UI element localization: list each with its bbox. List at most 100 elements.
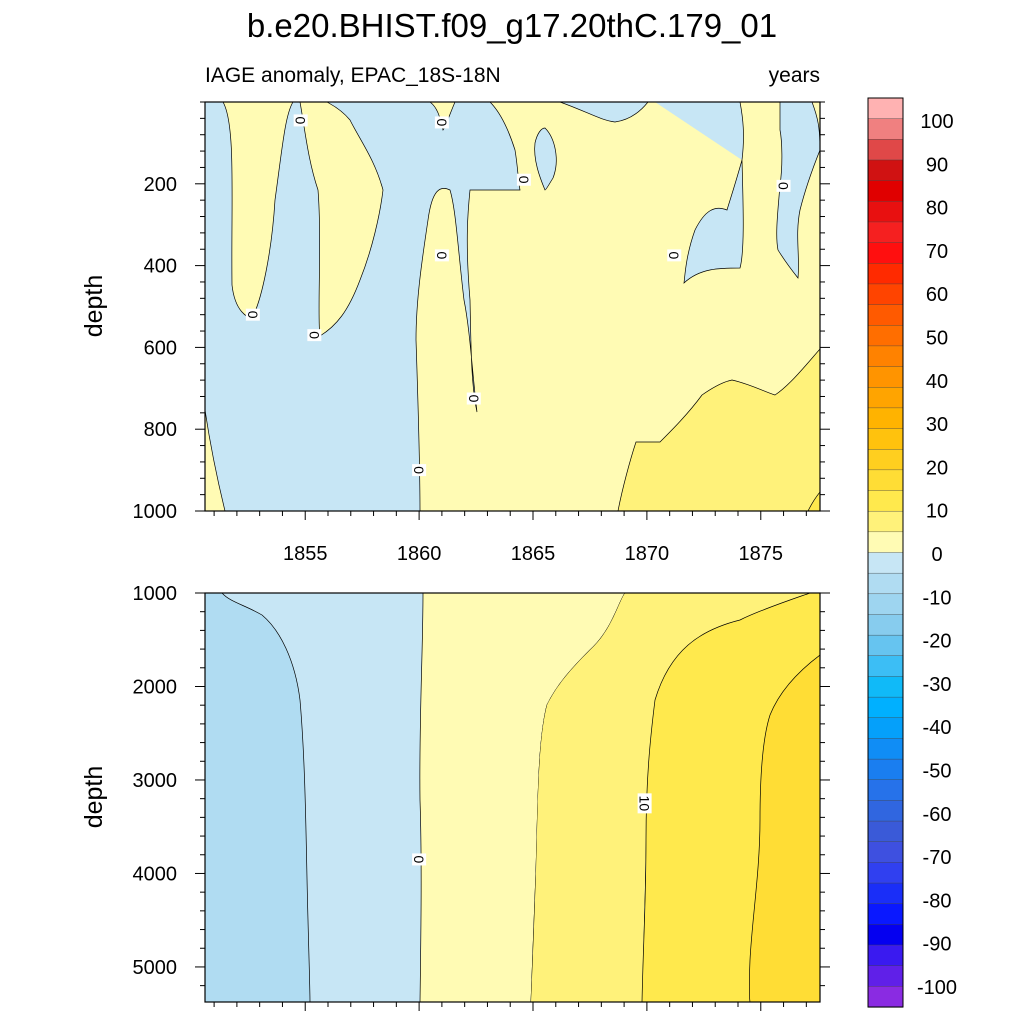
- colorbar-label: -10: [923, 587, 952, 609]
- y-tick-label: 5000: [133, 957, 178, 979]
- contour-label-bg: [434, 116, 449, 129]
- colorbar-swatch: [867, 159, 904, 182]
- colorbar-label: 100: [920, 111, 953, 133]
- colorbar-swatch: [867, 820, 904, 843]
- colorbar-swatch: [867, 572, 904, 595]
- colorbar-swatch: [867, 387, 904, 409]
- colorbar-swatch: [867, 986, 904, 1008]
- colorbar-label: -60: [923, 804, 952, 826]
- colorbar-label: 50: [926, 328, 948, 350]
- top-panel-frame: [204, 101, 821, 512]
- y-tick-label: 400: [144, 256, 177, 278]
- contour-label: 0: [666, 251, 682, 259]
- contour-label-bg: [776, 179, 791, 192]
- y-tick-label: 1000: [133, 583, 178, 605]
- contour-label-bg: [434, 249, 449, 262]
- top-fill-positive-10: [617, 348, 820, 511]
- colorbar-label: -90: [923, 934, 952, 956]
- colorbar-swatch: [867, 634, 904, 657]
- contour-label: 0: [516, 176, 532, 184]
- contour-label: 0: [293, 117, 309, 125]
- colorbar-label: -50: [923, 761, 952, 783]
- colorbar-swatch: [867, 841, 904, 863]
- bot-fill-plus10-b: [531, 593, 810, 1002]
- colorbar-label: -80: [923, 890, 952, 912]
- colorbar-swatch: [867, 800, 904, 822]
- colorbar-swatch: [867, 676, 904, 698]
- colorbar-label: 20: [926, 457, 948, 479]
- y-tick-label: 600: [144, 337, 177, 359]
- colorbar-swatch: [867, 510, 904, 533]
- x-tick-label: 1865: [511, 543, 556, 565]
- y-tick-label: 1000: [133, 501, 178, 523]
- colorbar-swatch: [867, 552, 904, 574]
- colorbar-labels: 1009080706050403020100-10-20-30-40-50-60…: [917, 111, 957, 999]
- bottom-ylabel: depth: [80, 766, 108, 829]
- colorbar-swatch: [867, 965, 904, 987]
- contour-label: 0: [411, 466, 427, 474]
- x-tick-label: 1860: [397, 543, 442, 565]
- colorbar-swatch: [867, 717, 904, 740]
- colorbar-label: 10: [926, 501, 948, 523]
- top-fill-east-pocket: [655, 102, 744, 284]
- colorbar-label: 40: [926, 371, 948, 393]
- chart-title: b.e20.BHIST.f09_g17.20thC.179_01: [247, 7, 777, 44]
- contour-label-bg: [412, 464, 427, 477]
- colorbar-label: 70: [926, 241, 948, 263]
- colorbar-swatch: [867, 139, 904, 161]
- colorbar-swatch: [867, 366, 904, 388]
- colorbar-swatch: [867, 531, 904, 554]
- colorbar-swatch: [867, 593, 904, 616]
- right-subtitle: years: [769, 64, 820, 87]
- bot-fill-plus30: [748, 654, 820, 1002]
- y-tick-label: 2000: [133, 676, 178, 698]
- colorbar-swatch: [867, 882, 904, 905]
- contour-label: 0: [434, 119, 450, 127]
- x-tick-label: 1875: [739, 543, 784, 565]
- colorbar-frame: [867, 97, 904, 1008]
- colorbar-swatch: [867, 779, 904, 802]
- colorbar-swatch: [867, 221, 904, 244]
- colorbar-label: -20: [923, 631, 952, 653]
- colorbar-label: 60: [926, 284, 948, 306]
- bottom-panel: 1000 2000 3000 4000 5000 10 0 depth: [80, 583, 830, 1011]
- contour-label: 0: [776, 182, 792, 190]
- bottom-panel-y-labels: 1000 2000 3000 4000 5000: [133, 583, 178, 979]
- colorbar-swatch: [867, 903, 904, 925]
- x-tick-label: 1870: [625, 543, 670, 565]
- top-fill-negative: [205, 102, 521, 511]
- contour-label: 0: [245, 311, 261, 319]
- colorbar-swatch: [867, 655, 904, 678]
- colorbar-swatch: [867, 325, 904, 347]
- bottom-panel-frame: [204, 592, 821, 1003]
- y-tick-label: 200: [144, 174, 177, 196]
- top-ylabel: depth: [80, 275, 108, 338]
- colorbar-swatch: [867, 924, 904, 946]
- colorbar-swatch: [867, 469, 904, 492]
- contour-label-bg: [293, 114, 308, 127]
- colorbar-swatch: [867, 242, 904, 264]
- contour-label: 0: [306, 331, 322, 339]
- contour-label: 0: [434, 251, 450, 259]
- colorbar-swatch: [867, 345, 904, 368]
- bottom-contour-labels: 10 0: [411, 793, 653, 866]
- colorbar-label: -100: [917, 977, 957, 999]
- contour-label: 0: [466, 395, 482, 403]
- colorbar-label: -70: [923, 847, 952, 869]
- colorbar-swatch: [867, 407, 904, 430]
- colorbar-swatch: [867, 428, 904, 450]
- colorbar-swatch: [867, 283, 904, 306]
- top-fill-positive-20: [807, 491, 820, 511]
- colorbar-swatch: [867, 263, 904, 285]
- contour-label-bg: [637, 793, 652, 814]
- colorbar-swatch: [867, 944, 904, 967]
- y-tick-label: 3000: [133, 770, 178, 792]
- colorbar-swatch: [867, 118, 904, 140]
- colorbar-label: 80: [926, 198, 948, 220]
- bot-fill-minus10: [205, 593, 311, 1002]
- colorbar-label: -40: [923, 717, 952, 739]
- bottom-panel-fills: [205, 593, 820, 1002]
- contour-label-bg: [307, 329, 322, 342]
- colorbar-swatch: [867, 738, 904, 760]
